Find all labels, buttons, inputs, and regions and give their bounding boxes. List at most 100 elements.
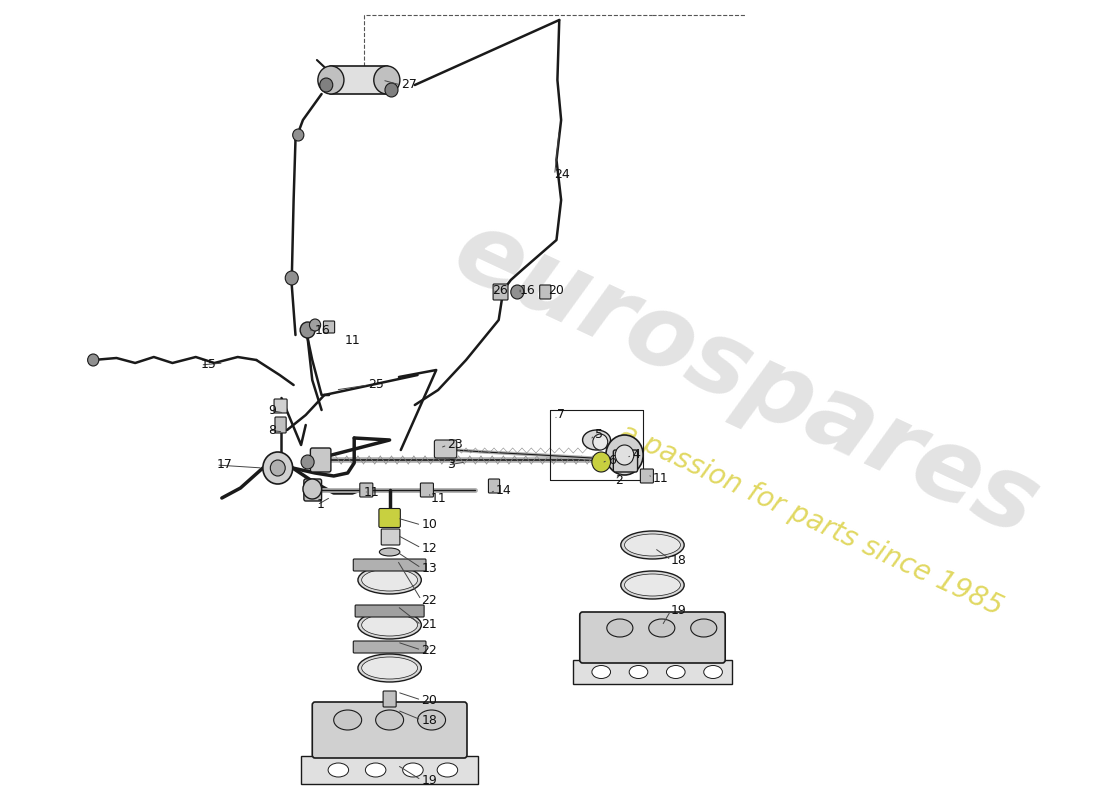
FancyBboxPatch shape <box>312 702 468 758</box>
Text: 3: 3 <box>448 458 455 471</box>
Text: 11: 11 <box>652 471 668 485</box>
Circle shape <box>615 445 634 465</box>
Ellipse shape <box>362 657 418 679</box>
Circle shape <box>271 460 285 476</box>
Text: 23: 23 <box>448 438 463 451</box>
Text: 20: 20 <box>548 283 564 297</box>
Circle shape <box>302 479 321 499</box>
Ellipse shape <box>365 763 386 777</box>
Ellipse shape <box>629 666 648 678</box>
Text: eurospares: eurospares <box>439 202 1053 558</box>
FancyBboxPatch shape <box>540 285 551 299</box>
Text: 27: 27 <box>400 78 417 91</box>
Bar <box>550 410 644 480</box>
Circle shape <box>592 452 611 472</box>
Text: 14: 14 <box>496 483 512 497</box>
Ellipse shape <box>358 566 421 594</box>
Ellipse shape <box>607 619 632 637</box>
Ellipse shape <box>625 574 681 596</box>
Text: 20: 20 <box>421 694 437 706</box>
FancyBboxPatch shape <box>274 399 287 413</box>
Text: 19: 19 <box>671 603 686 617</box>
Ellipse shape <box>358 654 421 682</box>
Circle shape <box>309 319 320 331</box>
FancyBboxPatch shape <box>434 440 456 458</box>
Text: 16: 16 <box>315 323 331 337</box>
Text: 6: 6 <box>607 454 616 466</box>
Circle shape <box>301 455 315 469</box>
Ellipse shape <box>649 619 675 637</box>
Ellipse shape <box>418 710 446 730</box>
Ellipse shape <box>691 619 717 637</box>
FancyBboxPatch shape <box>275 417 286 433</box>
FancyBboxPatch shape <box>488 479 499 493</box>
Text: 12: 12 <box>421 542 437 554</box>
FancyBboxPatch shape <box>353 559 426 571</box>
FancyBboxPatch shape <box>640 469 653 483</box>
Text: 21: 21 <box>421 618 437 631</box>
Text: 16: 16 <box>520 283 536 297</box>
Circle shape <box>88 354 99 366</box>
Text: 11: 11 <box>345 334 361 346</box>
FancyBboxPatch shape <box>614 450 638 472</box>
FancyBboxPatch shape <box>323 321 334 333</box>
FancyBboxPatch shape <box>304 479 321 501</box>
Ellipse shape <box>358 611 421 639</box>
Circle shape <box>320 78 333 92</box>
Text: 8: 8 <box>268 423 276 437</box>
FancyBboxPatch shape <box>329 66 388 94</box>
Ellipse shape <box>620 531 684 559</box>
Ellipse shape <box>328 763 349 777</box>
Text: 5: 5 <box>595 429 603 442</box>
Ellipse shape <box>620 571 684 599</box>
Text: 4: 4 <box>632 449 640 462</box>
Text: 18: 18 <box>671 554 688 566</box>
Ellipse shape <box>437 763 458 777</box>
Bar <box>573 660 732 684</box>
Ellipse shape <box>362 614 418 636</box>
FancyBboxPatch shape <box>360 483 373 497</box>
Text: 10: 10 <box>421 518 437 531</box>
FancyBboxPatch shape <box>420 483 433 497</box>
Ellipse shape <box>379 548 400 556</box>
Text: 17: 17 <box>217 458 232 471</box>
Text: 26: 26 <box>492 283 508 297</box>
Ellipse shape <box>625 534 681 556</box>
FancyBboxPatch shape <box>310 448 331 472</box>
Circle shape <box>374 66 400 94</box>
Circle shape <box>293 129 304 141</box>
Text: 11: 11 <box>363 486 379 498</box>
Ellipse shape <box>704 666 723 678</box>
Circle shape <box>263 452 293 484</box>
Bar <box>301 756 478 784</box>
Text: 19: 19 <box>421 774 437 786</box>
Ellipse shape <box>362 569 418 591</box>
Text: 25: 25 <box>368 378 384 391</box>
Text: 24: 24 <box>554 169 571 182</box>
FancyBboxPatch shape <box>355 605 425 617</box>
Circle shape <box>593 434 607 450</box>
Ellipse shape <box>667 666 685 678</box>
FancyBboxPatch shape <box>382 529 400 545</box>
Ellipse shape <box>333 710 362 730</box>
Text: 22: 22 <box>421 643 437 657</box>
Text: 9: 9 <box>268 403 276 417</box>
Text: 7: 7 <box>558 409 565 422</box>
FancyBboxPatch shape <box>493 284 508 300</box>
Circle shape <box>606 435 643 475</box>
FancyBboxPatch shape <box>353 641 426 653</box>
Text: 11: 11 <box>430 491 447 505</box>
Text: a passion for parts since 1985: a passion for parts since 1985 <box>615 418 1006 622</box>
Circle shape <box>300 322 315 338</box>
Text: 13: 13 <box>421 562 437 574</box>
Text: 22: 22 <box>421 594 437 606</box>
Circle shape <box>510 285 524 299</box>
FancyBboxPatch shape <box>580 612 725 663</box>
Ellipse shape <box>592 666 611 678</box>
Circle shape <box>318 66 344 94</box>
Circle shape <box>385 83 398 97</box>
Text: 15: 15 <box>200 358 217 371</box>
Text: 18: 18 <box>421 714 437 726</box>
Circle shape <box>285 271 298 285</box>
Text: 2: 2 <box>615 474 623 486</box>
